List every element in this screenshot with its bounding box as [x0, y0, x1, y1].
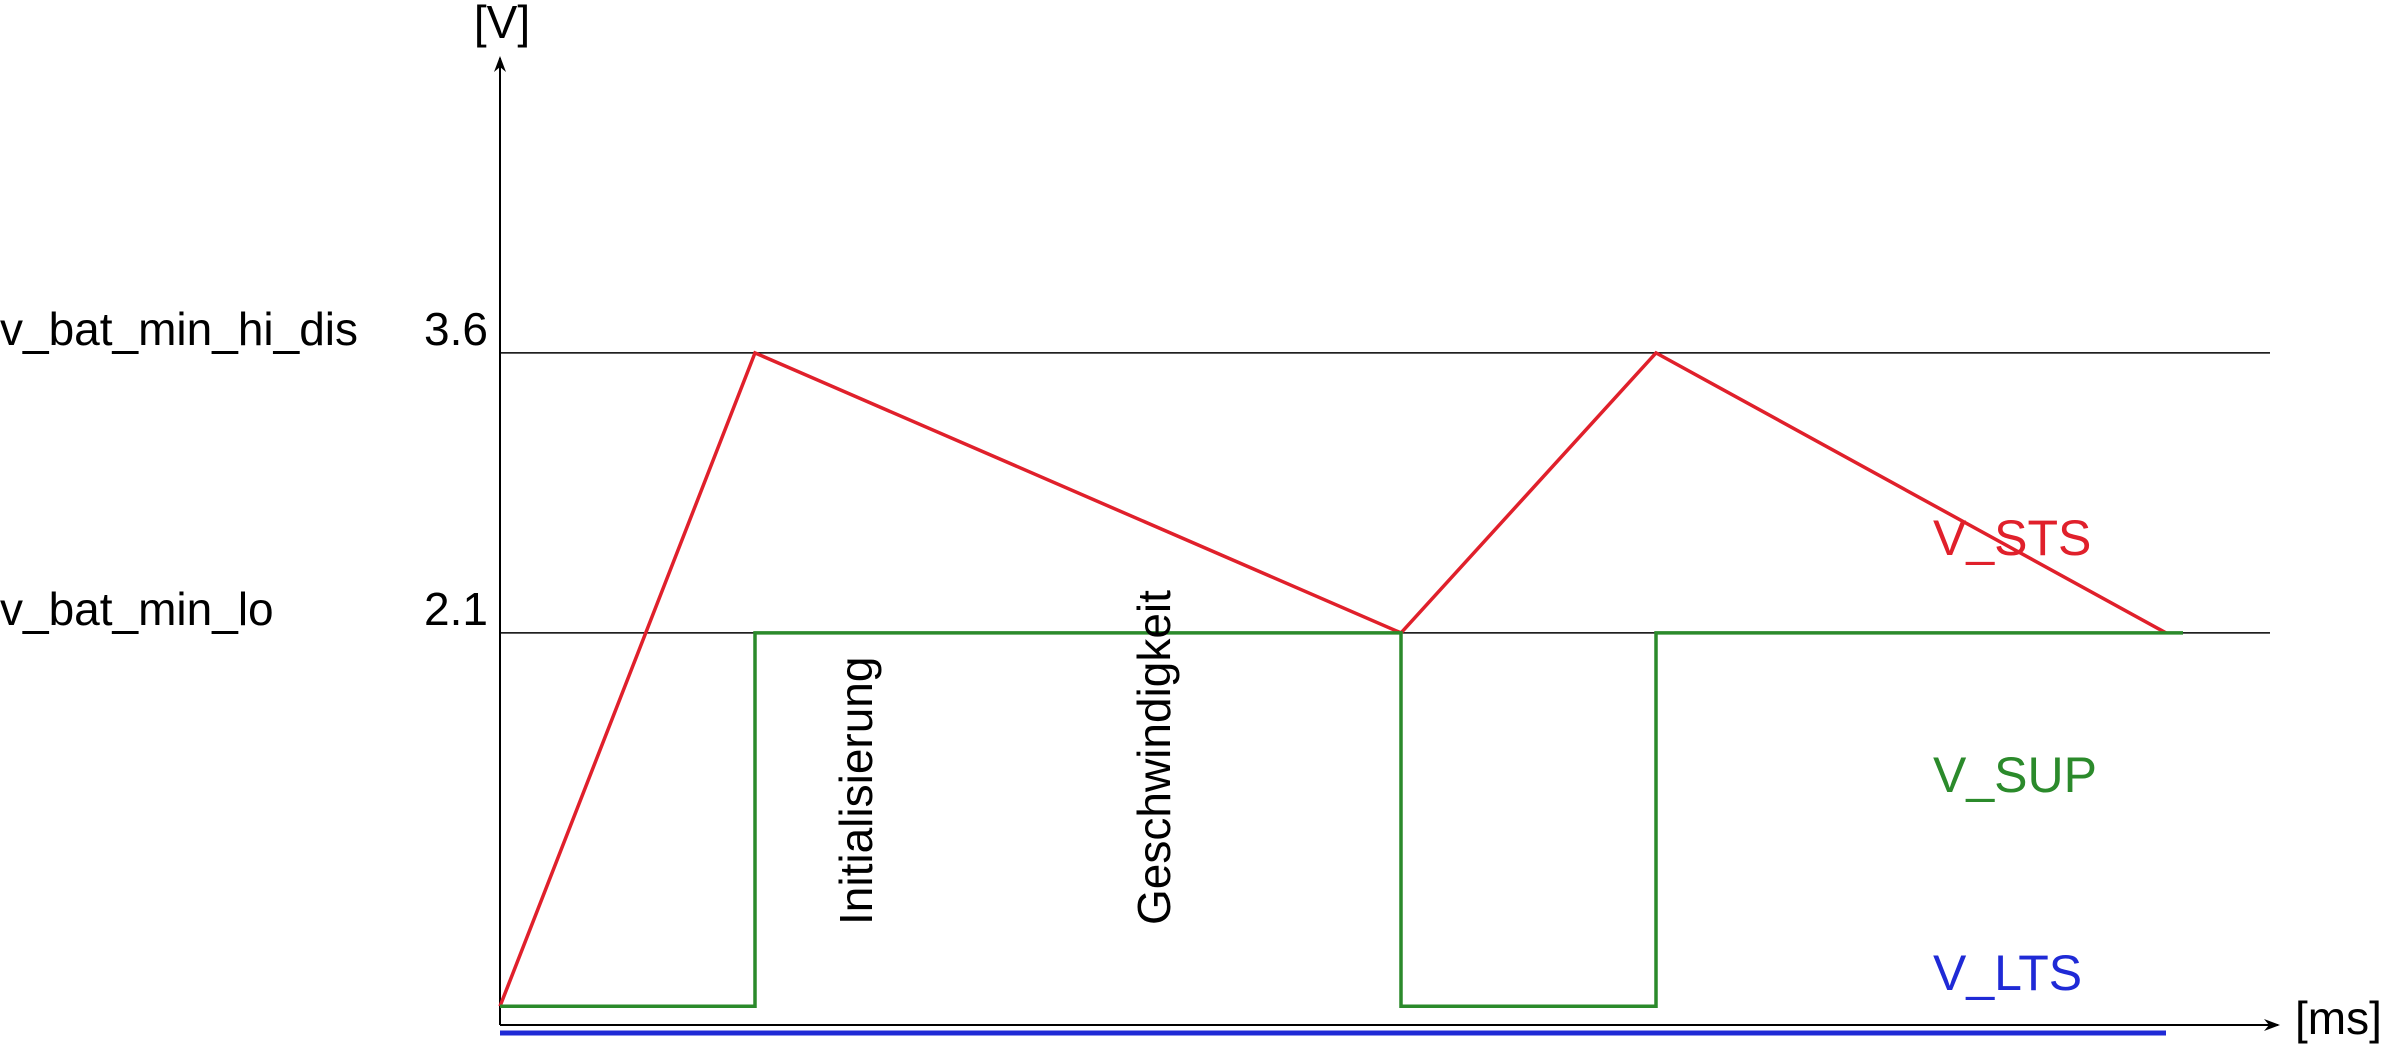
annotation-label: Initialisierung	[830, 657, 882, 925]
series-label-v-sup: V_SUP	[1933, 747, 2097, 803]
reference-line-name: v_bat_min_lo	[0, 583, 274, 635]
y-tick-label: 2.1	[424, 583, 488, 635]
annotation-label: Geschwindigkeit	[1128, 590, 1180, 925]
series-label-v-lts: V_LTS	[1933, 945, 2082, 1001]
series-lines	[498, 350, 2183, 1036]
reference-labels: v_bat_min_hi_dis 3.6 v_bat_min_lo 2.1	[0, 303, 488, 635]
annotations: Initialisierung Geschwindigkeit	[830, 590, 1180, 925]
reference-lines	[500, 352, 2270, 634]
series-label-v-sts: V_STS	[1933, 510, 2091, 566]
reference-line-name: v_bat_min_hi_dis	[0, 303, 358, 355]
y-tick-label: 3.6	[424, 303, 488, 355]
series-line-v-sup	[500, 631, 2183, 1009]
series-line-v-sts	[498, 350, 2167, 1007]
series-labels: V_STS V_SUP V_LTS	[1933, 510, 2097, 1001]
y-axis-label: [V]	[474, 0, 530, 48]
x-axis-label: [ms]	[2295, 992, 2382, 1044]
